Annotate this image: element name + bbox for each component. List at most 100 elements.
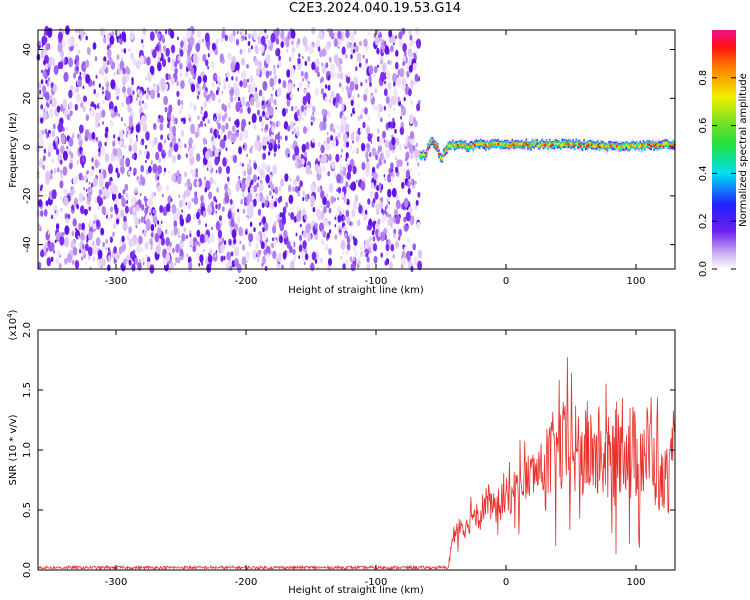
- noise-speckle: [42, 155, 46, 162]
- noise-speckle: [302, 36, 308, 47]
- signal-cell: [534, 141, 537, 144]
- noise-speckle: [297, 87, 300, 92]
- noise-speckle: [368, 75, 372, 83]
- noise-speckle: [214, 74, 217, 79]
- noise-speckle: [283, 229, 288, 239]
- noise-speckle: [314, 87, 320, 97]
- noise-speckle: [270, 134, 274, 140]
- noise-speckle: [357, 55, 361, 62]
- noise-speckle: [221, 30, 226, 39]
- noise-speckle: [110, 79, 116, 90]
- noise-speckle: [253, 162, 257, 170]
- noise-speckle: [223, 84, 227, 90]
- noise-speckle: [81, 246, 86, 256]
- noise-speckle: [372, 243, 378, 252]
- noise-speckle: [274, 239, 278, 245]
- noise-speckle: [199, 254, 204, 263]
- noise-speckle: [280, 178, 285, 188]
- noise-speckle: [177, 99, 181, 106]
- noise-speckle: [304, 88, 308, 94]
- noise-speckle: [321, 108, 326, 117]
- noise-speckle: [152, 209, 155, 214]
- noise-speckle: [108, 163, 113, 174]
- noise-speckle: [275, 38, 280, 45]
- noise-speckle: [93, 220, 95, 225]
- noise-speckle: [198, 263, 201, 267]
- noise-speckle: [371, 230, 375, 236]
- noise-speckle: [278, 78, 281, 84]
- signal-cell: [561, 142, 564, 147]
- snr-multiplier-base: (x10: [8, 318, 19, 341]
- noise-speckle: [386, 250, 389, 257]
- noise-speckle: [357, 259, 361, 266]
- noise-speckle: [350, 221, 353, 227]
- noise-speckle: [355, 45, 359, 53]
- noise-speckle: [340, 255, 343, 260]
- noise-speckle: [81, 233, 85, 241]
- noise-speckle: [228, 53, 232, 61]
- noise-speckle: [244, 36, 247, 41]
- noise-speckle: [273, 74, 277, 81]
- noise-speckle: [353, 246, 356, 251]
- noise-speckle: [65, 217, 69, 224]
- noise-speckle: [241, 118, 247, 129]
- noise-speckle: [176, 208, 180, 215]
- noise-speckle: [364, 87, 369, 96]
- signal-cell: [478, 142, 481, 146]
- noise-speckle: [221, 90, 224, 95]
- noise-speckle: [395, 166, 399, 174]
- noise-speckle: [73, 72, 77, 79]
- noise-speckle: [417, 249, 423, 259]
- noise-speckle: [262, 232, 266, 239]
- noise-speckle: [358, 62, 362, 68]
- noise-speckle: [317, 186, 321, 193]
- noise-speckle: [166, 230, 169, 235]
- noise-speckle: [218, 81, 221, 86]
- noise-speckle: [186, 29, 191, 39]
- noise-speckle: [126, 125, 129, 132]
- signal-cell: [466, 146, 468, 149]
- x-tick-label: -300: [105, 276, 128, 287]
- noise-speckle: [297, 57, 301, 65]
- noise-speckle: [385, 149, 391, 160]
- noise-speckle: [163, 150, 166, 154]
- noise-speckle: [339, 58, 343, 65]
- noise-speckle: [351, 262, 356, 272]
- noise-speckle: [53, 216, 56, 221]
- noise-speckle: [379, 36, 383, 43]
- noise-speckle: [287, 82, 293, 92]
- noise-speckle: [241, 163, 244, 167]
- noise-speckle: [394, 61, 399, 70]
- noise-speckle: [122, 67, 126, 75]
- signal-cell: [447, 145, 450, 147]
- noise-speckle: [228, 117, 231, 122]
- noise-speckle: [101, 109, 106, 118]
- noise-speckle: [411, 54, 414, 60]
- noise-speckle: [376, 47, 380, 55]
- noise-speckle: [239, 48, 243, 55]
- noise-speckle: [98, 140, 102, 149]
- signal-peak: [509, 144, 512, 147]
- noise-speckle: [212, 145, 216, 152]
- noise-speckle: [333, 197, 336, 202]
- noise-speckle: [53, 168, 57, 174]
- noise-speckle: [270, 250, 273, 255]
- noise-speckle: [131, 239, 136, 247]
- noise-speckle: [408, 64, 413, 73]
- signal-peak: [615, 144, 618, 147]
- noise-speckle: [49, 174, 53, 180]
- y-tick-label: 20: [22, 92, 33, 105]
- noise-speckle: [359, 250, 364, 258]
- noise-speckle: [402, 43, 407, 53]
- noise-speckle: [365, 151, 369, 159]
- noise-speckle: [92, 42, 97, 50]
- noise-speckle: [207, 66, 209, 70]
- noise-speckle: [114, 203, 118, 211]
- noise-speckle: [165, 29, 167, 35]
- noise-speckle: [52, 84, 58, 93]
- y-tick-label: 40: [22, 43, 33, 56]
- signal-cell: [608, 144, 610, 148]
- noise-speckle: [221, 131, 224, 135]
- noise-speckle: [104, 76, 108, 84]
- noise-speckle: [157, 32, 161, 40]
